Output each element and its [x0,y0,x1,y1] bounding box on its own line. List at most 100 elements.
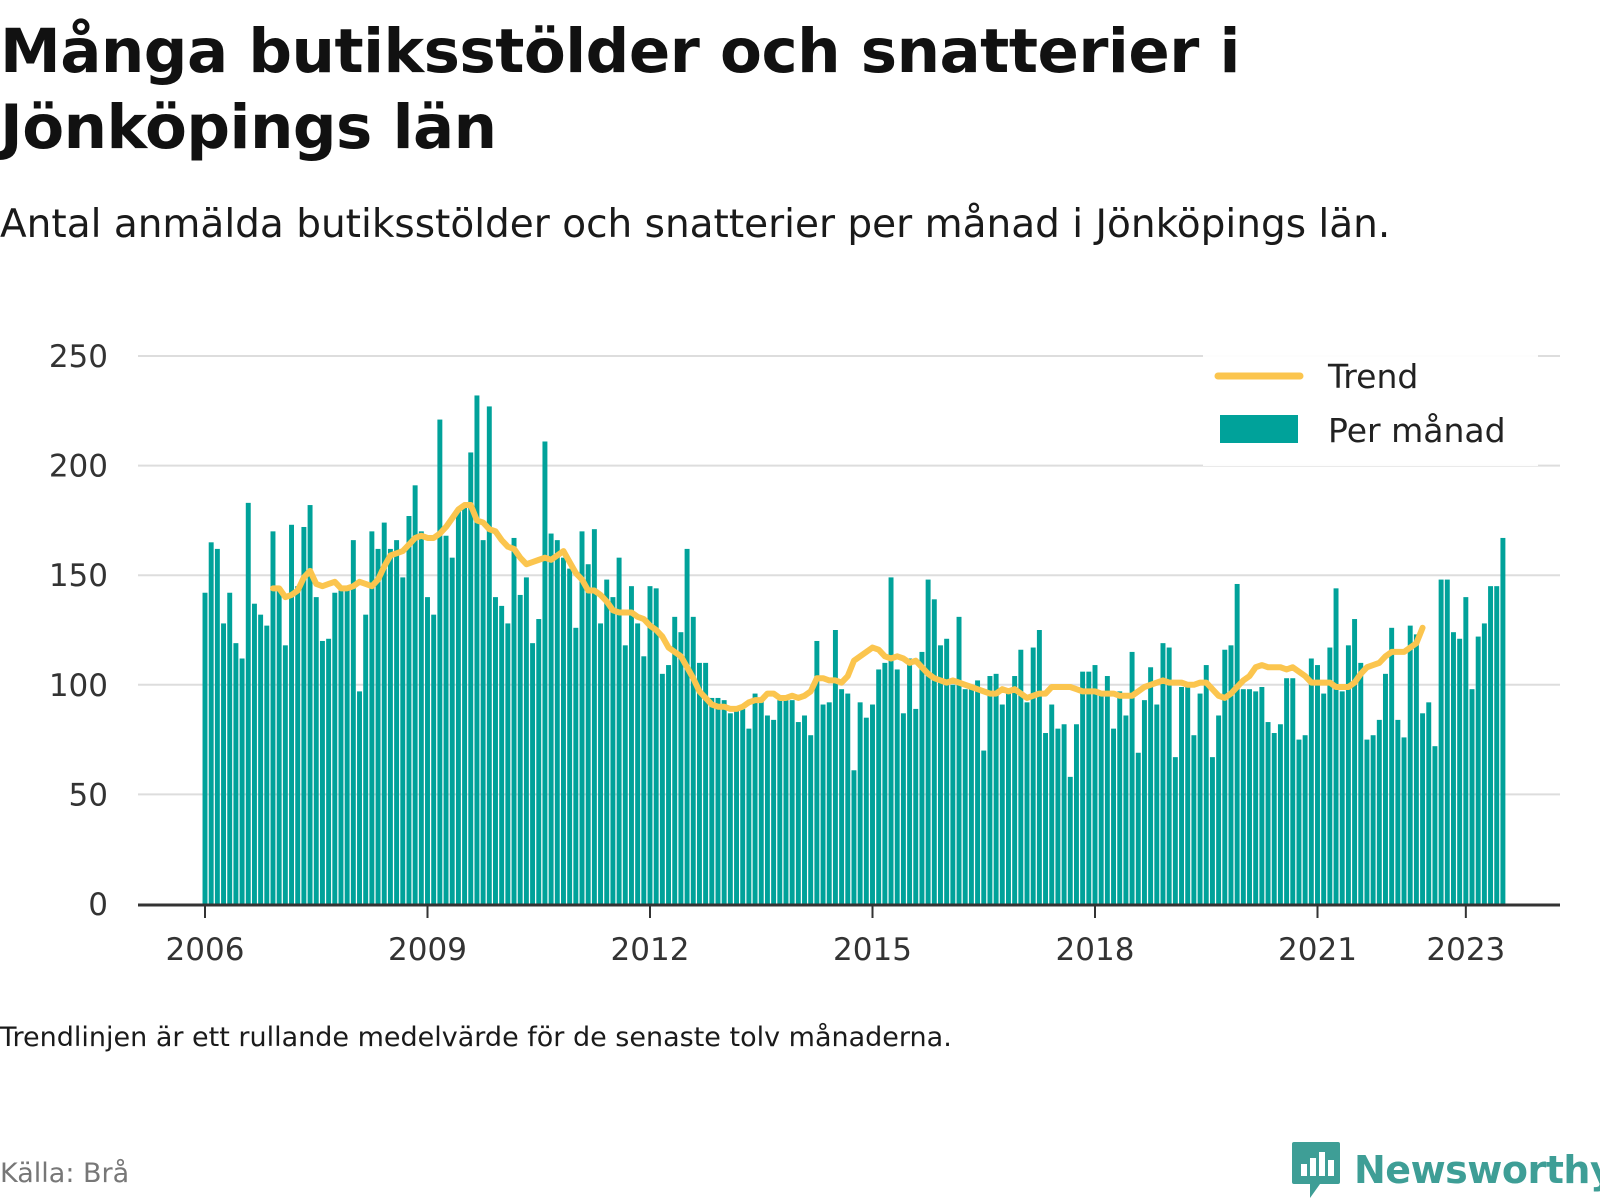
trend-line [269,502,1426,712]
bar [962,689,968,904]
bar [468,452,474,904]
bar [1277,724,1283,904]
bar [1364,739,1370,904]
bar [802,715,807,904]
bar [455,509,461,904]
bar [214,548,220,904]
bar [1481,623,1487,904]
bar [1247,689,1252,904]
bar [1358,662,1364,904]
bar [499,605,505,904]
bar [604,579,610,904]
bar [1185,684,1191,904]
bar [313,597,319,904]
bar [1234,583,1240,904]
bar [406,516,412,904]
bar [1073,724,1079,904]
bar [950,684,956,904]
bar [585,564,591,904]
bar [1049,704,1055,904]
bar [1444,579,1450,904]
bar [431,614,437,904]
bar [721,700,727,904]
bar [1043,733,1049,904]
bar [363,614,369,904]
bar [511,537,517,904]
bar [1345,645,1351,904]
bar [1148,667,1154,904]
bar [480,540,486,904]
bar [437,419,443,904]
bar [1438,579,1444,904]
bar [1141,700,1147,904]
bar [1092,665,1098,904]
bar [1123,715,1129,904]
bar [1080,671,1086,904]
bar [350,540,356,904]
bar [653,588,659,904]
bar [1055,728,1061,904]
bar [845,693,851,904]
bar [1172,757,1178,904]
bar [1104,676,1110,904]
bar [598,623,604,904]
bar [258,614,264,904]
x-tick-label: 2006 [166,932,245,968]
chart-note: Trendlinjen är ett rullande medelvärde f… [0,1022,952,1053]
bar [425,597,430,904]
bar [1494,586,1500,904]
bar [956,616,962,904]
bar [394,540,400,904]
bar [975,680,981,904]
bar [740,708,746,904]
bar [1451,632,1456,904]
bar [573,627,579,904]
bar [888,577,894,904]
bar [505,623,511,904]
bar [764,715,770,904]
bar [1061,724,1067,904]
bar [938,645,943,904]
bar-chart-speech-icon [1292,1142,1340,1198]
bar [1117,691,1123,904]
bar [381,522,387,904]
x-tick-label: 2009 [388,932,467,968]
bar [1290,678,1296,904]
bar [678,632,684,904]
bar [832,630,838,904]
bar [628,586,634,904]
bar [1209,757,1215,904]
bar [579,531,585,904]
bar [542,441,548,904]
bar [1111,728,1117,904]
bar [894,669,900,904]
bar [944,638,950,904]
bar [493,597,498,904]
y-axis-ticks: 0 50 100 150 200 250 [49,339,108,923]
bar [1154,704,1160,904]
y-tick-label: 200 [49,449,108,485]
bar [1376,719,1382,904]
bar [1315,665,1320,904]
y-tick-label: 250 [49,339,108,375]
bar [814,640,820,904]
bar [554,540,560,904]
x-tick-label: 2012 [611,932,690,968]
bar [1488,586,1494,904]
legend-bar-label: Per månad [1328,411,1506,450]
brand-logo: Newsworthy [1290,1140,1600,1200]
bar [1296,739,1302,904]
bar [517,594,523,904]
bar [703,662,709,904]
bar [295,586,301,904]
bar [1339,691,1345,904]
legend-background [1203,346,1538,466]
brand-name: Newsworthy [1354,1148,1600,1192]
bar [1240,689,1246,904]
bar [591,529,597,904]
bar [1383,673,1388,904]
bar [1500,537,1506,904]
bar [357,691,362,904]
bar [387,548,393,904]
chart-title: Många butiksstölder och snatterier i Jön… [0,16,1240,163]
